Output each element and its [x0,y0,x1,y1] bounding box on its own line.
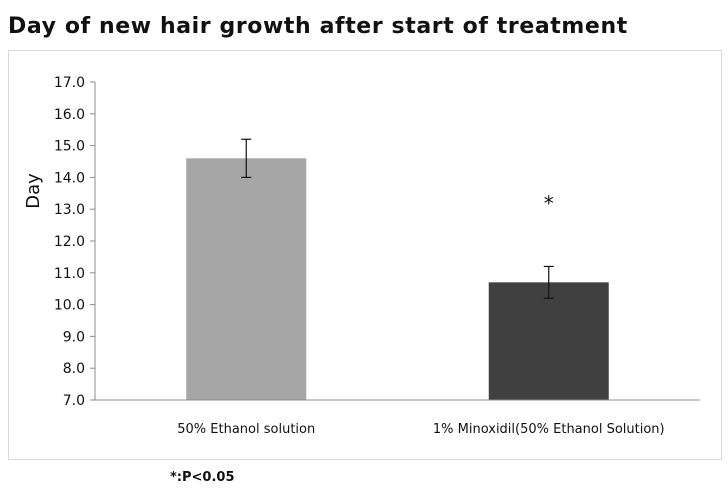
bars: * [186,138,609,400]
x-axis-labels: 50% Ethanol solution 1% Minoxidil(50% Eth… [177,422,664,437]
significance-marker: * [544,191,554,215]
bar-2 [488,282,609,400]
y-axis-ticks: 7.0 8.0 9.0 10.0 11.0 12.0 13.0 14.0 15.0 16.0 17.… [54,75,95,409]
y-tick-label: 15.0 [54,139,85,155]
y-tick-label: 9.0 [63,329,85,345]
x-category-label: 1% Minoxidil(50% Ethanol Solution) [433,422,665,437]
y-tick-label: 12.0 [54,234,85,250]
y-tick-label: 8.0 [63,361,85,377]
y-tick-label: 17.0 [54,75,85,91]
y-tick-label: 10.0 [54,298,85,314]
y-tick-label: 14.0 [54,170,85,186]
y-axis-label: Day [23,173,44,209]
y-tick-label: 16.0 [54,107,85,123]
y-tick-label: 13.0 [54,202,85,218]
bar-1 [186,158,307,400]
y-tick-label: 7.0 [63,393,85,409]
chart-frame [8,50,722,460]
chart-title: Day of new hair growth after start of tr… [8,14,628,39]
x-category-label: 50% Ethanol solution [177,422,315,437]
y-tick-label: 11.0 [54,266,85,282]
significance-footnote: *:P<0.05 [170,470,235,485]
